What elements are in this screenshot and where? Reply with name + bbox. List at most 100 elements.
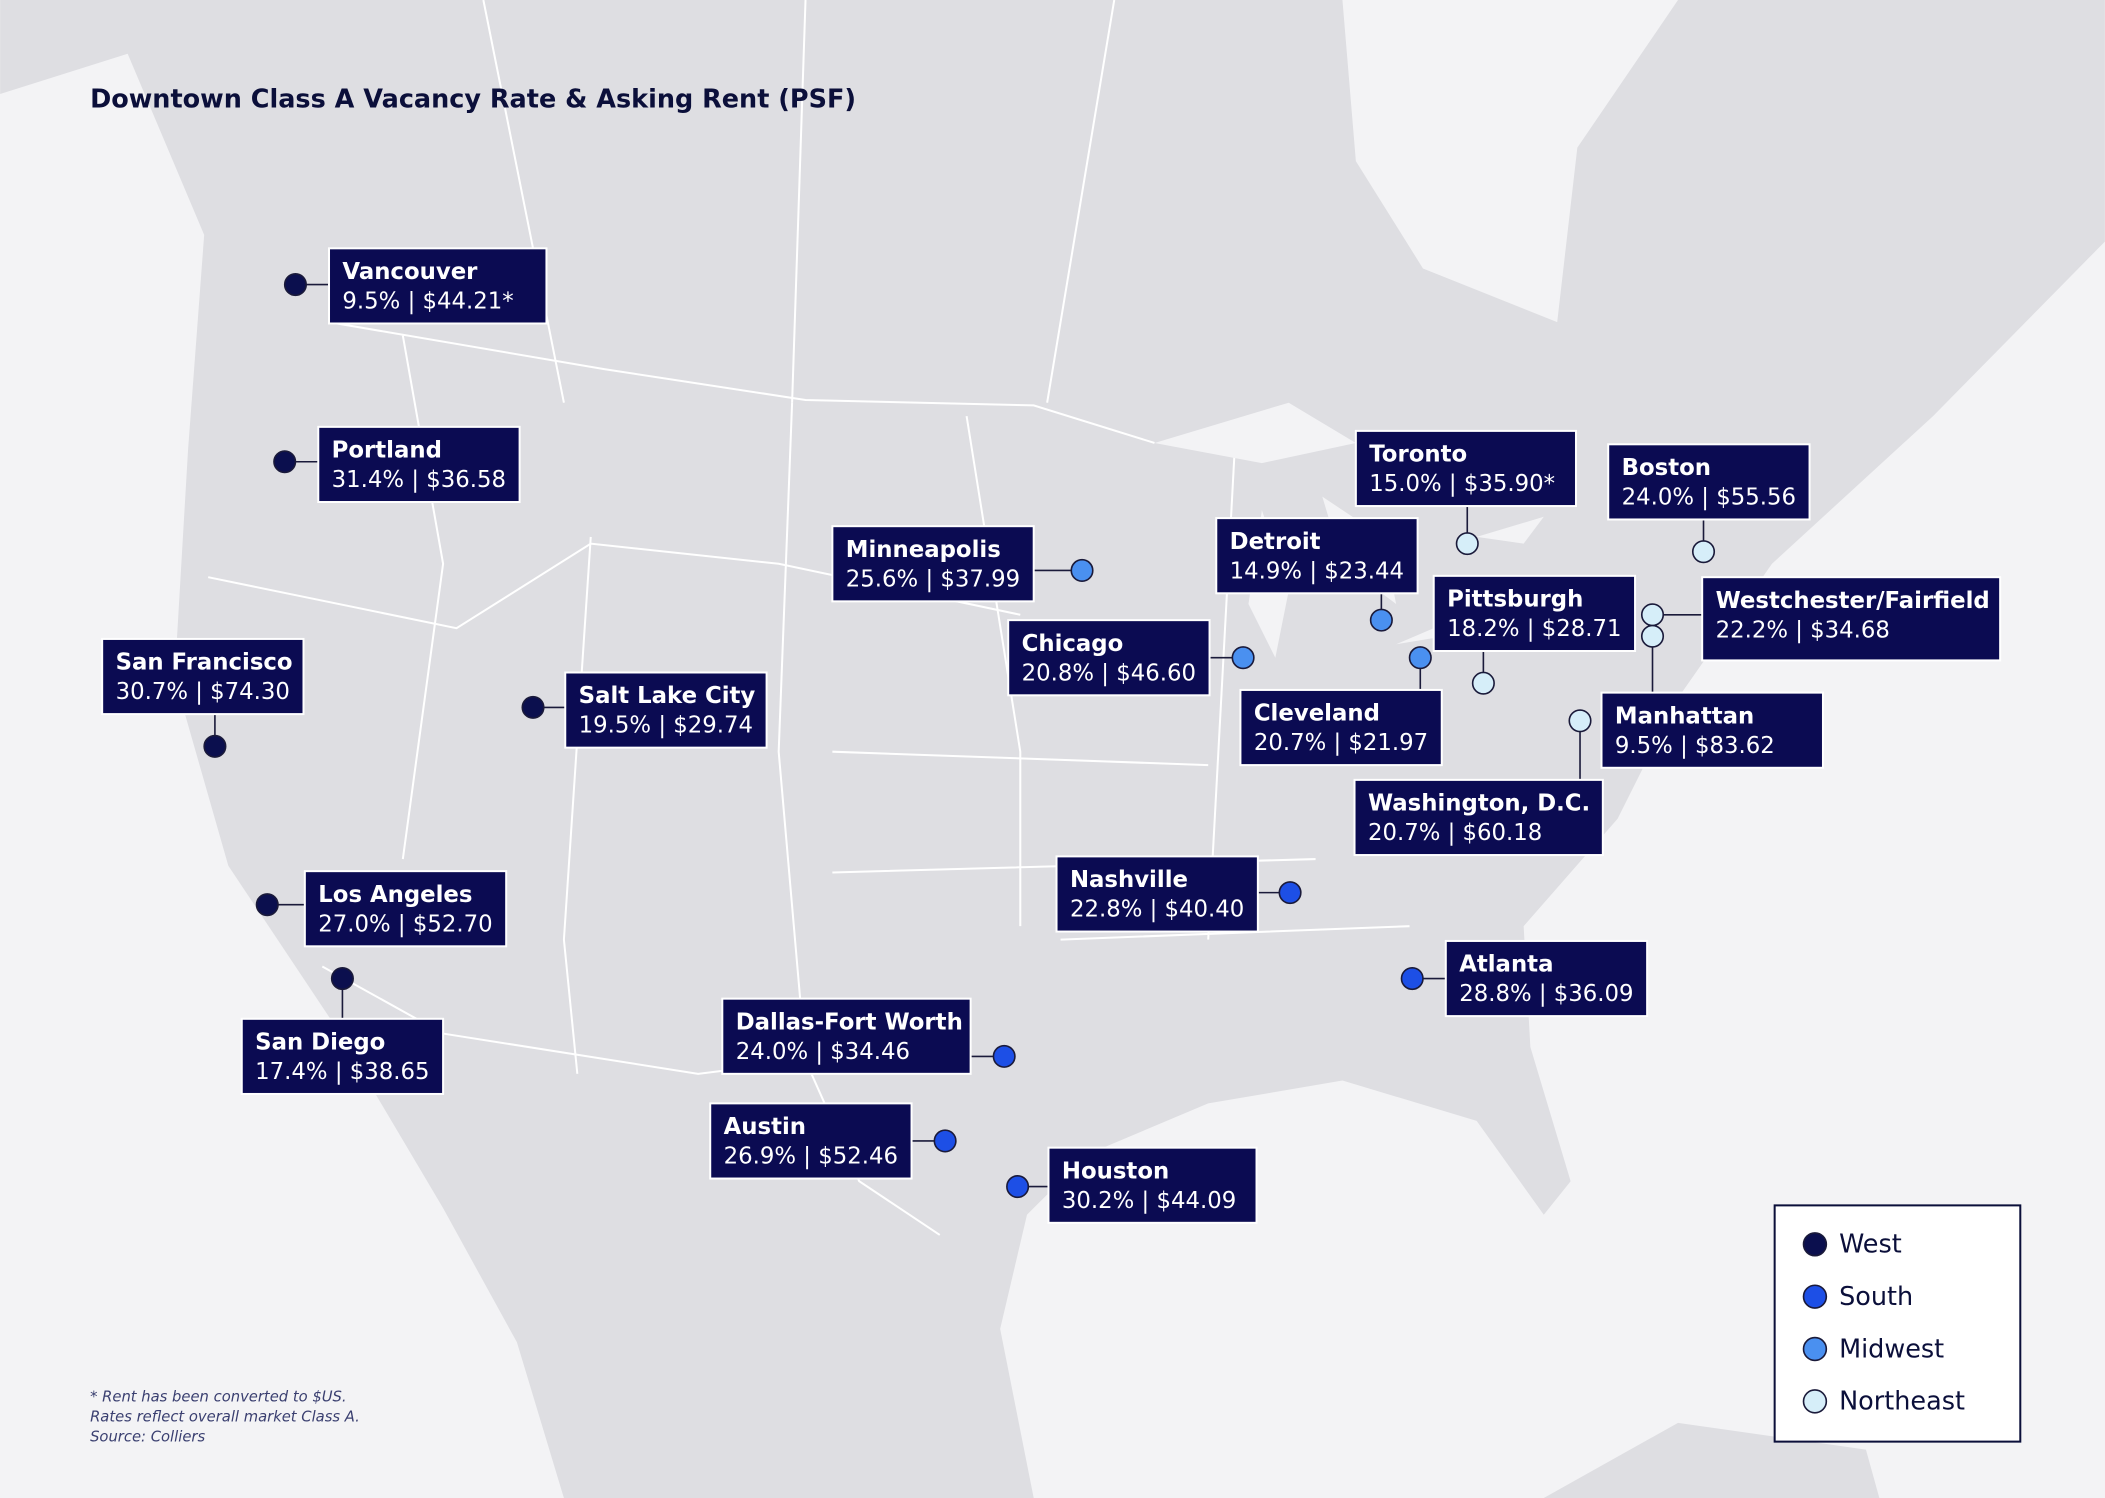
city-marker: [283, 273, 307, 297]
city-stats: 20.7% | $60.18: [1368, 820, 1542, 846]
city-marker: [1471, 671, 1495, 695]
city-stats: 27.0% | $52.70: [318, 911, 492, 937]
label-box: [1047, 1146, 1258, 1224]
city-stats: 22.2% | $34.68: [1716, 617, 1890, 643]
city-name: Los Angeles: [318, 882, 472, 908]
city-marker: [521, 695, 545, 719]
city-name: Minneapolis: [846, 537, 1001, 563]
city-marker: [933, 1129, 957, 1153]
city-stats: 30.7% | $74.30: [116, 679, 290, 705]
city-name: Chicago: [1022, 631, 1124, 657]
label-box: [1215, 517, 1419, 595]
city-marker: [330, 966, 354, 991]
city-stats: 20.8% | $46.60: [1022, 660, 1196, 686]
city-name: Washington, D.C.: [1368, 791, 1590, 817]
city-name: Houston: [1062, 1158, 1169, 1184]
label-box: [1600, 691, 1824, 769]
city-stats: 24.0% | $34.46: [736, 1039, 910, 1065]
legend-label: South: [1839, 1282, 1913, 1312]
city-stats: 15.0% | $35.90*: [1369, 471, 1555, 497]
city-stats: 28.8% | $36.09: [1459, 981, 1633, 1007]
footnote-line: Source: Colliers: [90, 1429, 205, 1446]
legend-marker: [1802, 1232, 1828, 1257]
legend-label: West: [1839, 1230, 1902, 1260]
label-box: [1432, 574, 1637, 653]
map-title: Downtown Class A Vacancy Rate & Asking R…: [90, 85, 856, 115]
city-marker: [1006, 1175, 1030, 1199]
label-box: [1239, 688, 1443, 767]
city-name: Boston: [1622, 455, 1711, 481]
legend-label: Midwest: [1839, 1334, 1944, 1364]
label-box: [709, 1102, 913, 1180]
footnote-line: Rates reflect overall market Class A.: [90, 1408, 360, 1425]
city-marker: [273, 450, 297, 474]
label-box: [101, 637, 305, 716]
city-stats: 24.0% | $55.56: [1622, 484, 1796, 510]
city-marker: [1408, 646, 1432, 670]
label-box: [721, 997, 972, 1075]
city-marker: [1369, 608, 1393, 632]
city-name: Austin: [724, 1114, 806, 1140]
city-stats: 9.5% | $44.21*: [342, 289, 513, 315]
legend-label: Northeast: [1839, 1387, 1965, 1417]
city-name: Vancouver: [342, 259, 478, 285]
label-box: [1007, 619, 1211, 697]
city-stats: 14.9% | $23.44: [1230, 558, 1404, 584]
label-box: [831, 525, 1035, 603]
cities: Vancouver 9.5% | $44.21* Portland 31.4% | $…: [101, 247, 2002, 1224]
city-name: Dallas-Fort Worth: [736, 1009, 963, 1035]
city-stats: 31.4% | $36.58: [332, 467, 506, 493]
city-name: San Francisco: [116, 650, 293, 676]
city-name: Nashville: [1070, 867, 1188, 893]
label-box: [327, 247, 548, 325]
legend-marker: [1802, 1389, 1828, 1414]
city-marker: [255, 893, 279, 917]
city-marker: [1070, 558, 1094, 583]
legend-marker: [1802, 1284, 1828, 1309]
city-name: Cleveland: [1254, 701, 1380, 727]
label-box: [1701, 576, 2002, 662]
footnote: * Rent has been converted to $US. Rates r…: [90, 1388, 360, 1445]
city-marker: [992, 1044, 1016, 1068]
city-name: Pittsburgh: [1447, 587, 1583, 613]
city-marker: [1691, 540, 1716, 564]
label-box: [317, 425, 521, 504]
city-stats: 30.2% | $44.09: [1062, 1188, 1236, 1214]
city-marker: [1568, 709, 1592, 733]
city-marker: [1278, 881, 1302, 905]
city-name: Salt Lake City: [579, 683, 756, 709]
city-marker: [1400, 966, 1424, 991]
label-box: [1354, 429, 1578, 508]
city-name: Westchester/Fairfield: [1716, 588, 1990, 614]
label-box: [1353, 778, 1604, 857]
city-stats: 26.9% | $52.46: [724, 1144, 898, 1170]
city-marker: [203, 734, 227, 758]
label-box: [1607, 443, 1811, 521]
label-box: [303, 870, 508, 948]
label-box: [240, 1017, 445, 1095]
city-stats: 25.6% | $37.99: [846, 566, 1020, 592]
city-name: Manhattan: [1615, 703, 1754, 729]
city-name: Atlanta: [1459, 952, 1553, 978]
legend: West South Midwest Northeast: [1802, 1230, 1965, 1417]
city-name: San Diego: [255, 1029, 385, 1055]
city-stats: 9.5% | $83.62: [1615, 733, 1775, 759]
footnote-line: * Rent has been converted to $US.: [90, 1388, 347, 1405]
city-stats: 22.8% | $40.40: [1070, 897, 1244, 923]
label-box: [564, 671, 768, 749]
city-stats: 20.7% | $21.97: [1254, 730, 1428, 756]
city-marker: [1640, 624, 1665, 648]
city-stats: 17.4% | $38.65: [255, 1059, 429, 1085]
city-name: Toronto: [1369, 442, 1467, 468]
city-name: Detroit: [1230, 529, 1321, 555]
city-name: Portland: [332, 438, 442, 464]
city-stats: 19.5% | $29.74: [579, 713, 753, 739]
city-stats: 18.2% | $28.71: [1447, 616, 1621, 642]
label-box: [1444, 939, 1649, 1018]
city-marker: [1231, 646, 1255, 670]
legend-marker: [1802, 1336, 1828, 1362]
label-box: [1055, 855, 1259, 933]
city-marker: [1640, 603, 1665, 627]
